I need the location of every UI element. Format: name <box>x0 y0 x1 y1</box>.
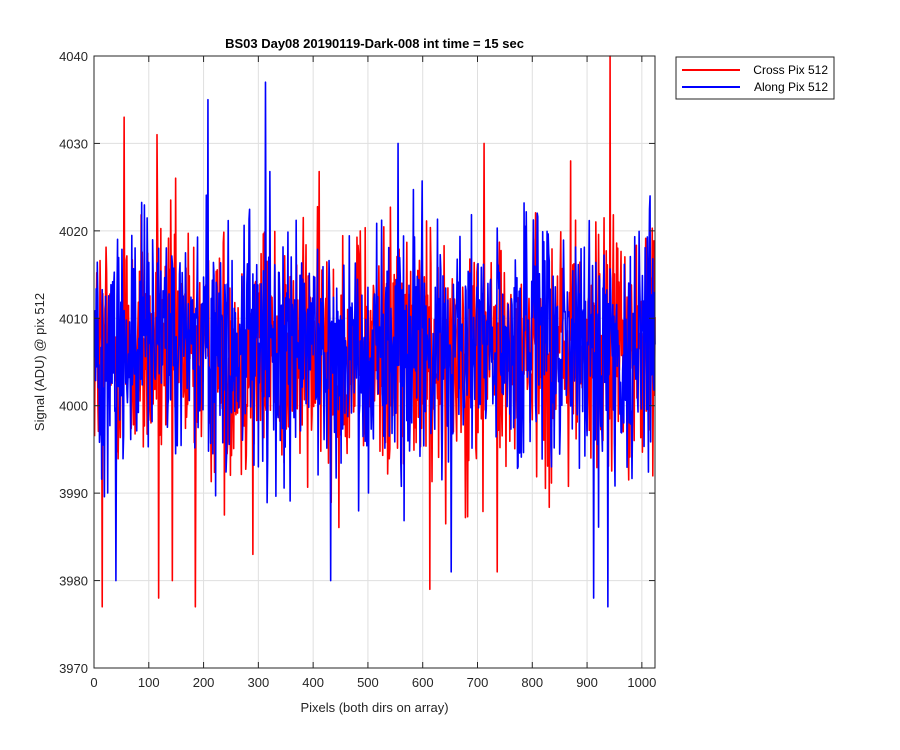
y-tick-label-2: 3990 <box>59 486 88 501</box>
x-tick-label-0: 0 <box>90 675 97 690</box>
x-tick-label-9: 900 <box>576 675 598 690</box>
x-tick-label-1: 100 <box>138 675 160 690</box>
series-line-1 <box>93 81 656 608</box>
x-tick-label-3: 300 <box>248 675 270 690</box>
y-tick-label-7: 4040 <box>59 49 88 64</box>
y-axis-label: Signal (ADU) @ pix 512 <box>32 293 47 431</box>
legend-box <box>675 56 835 100</box>
y-tick-label-1: 3980 <box>59 574 88 589</box>
x-tick-label-10: 1000 <box>627 675 656 690</box>
x-tick-label-2: 200 <box>193 675 215 690</box>
chart-title: BS03 Day08 20190119-Dark-008 int time = … <box>225 36 524 51</box>
y-tick-label-0: 3970 <box>59 661 88 676</box>
series-group <box>93 55 656 608</box>
legend-label-cross: Cross Pix 512 <box>753 63 828 77</box>
x-tick-label-8: 800 <box>521 675 543 690</box>
plot-border <box>93 55 656 669</box>
x-tick-label-4: 400 <box>302 675 324 690</box>
ticks: 0 100 200 300 400 500 600 700 800 900 1000 3970 3980… <box>59 49 656 690</box>
y-tick-label-5: 4020 <box>59 224 88 239</box>
legend-label-along: Along Pix 512 <box>754 80 828 94</box>
y-tick-label-4: 4010 <box>59 311 88 326</box>
y-tick-label-3: 4000 <box>59 399 88 414</box>
x-tick-label-7: 700 <box>467 675 489 690</box>
y-tick-label-6: 4030 <box>59 136 88 151</box>
x-axis-label: Pixels (both dirs on array) <box>300 700 448 715</box>
x-tick-label-5: 500 <box>357 675 379 690</box>
x-tick-label-6: 600 <box>412 675 434 690</box>
legend: Cross Pix 512 Along Pix 512 <box>675 56 835 100</box>
